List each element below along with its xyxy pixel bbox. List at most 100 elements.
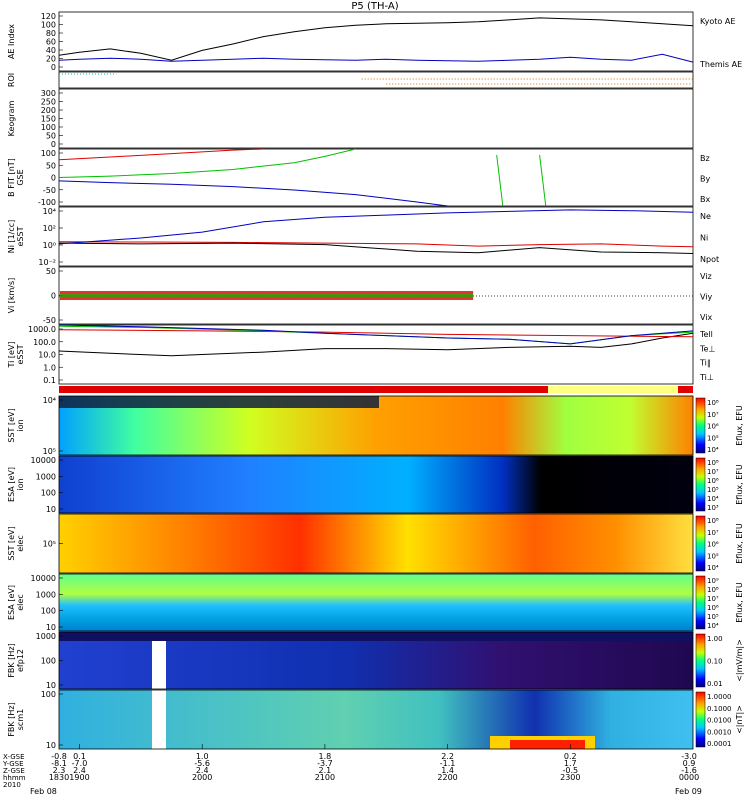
ytick-ispec_sst: 10⁵ — [43, 447, 56, 456]
ylabel-espec_sst: SST [eV] — [7, 526, 16, 560]
ytick-ispec_sst: 10⁴ — [43, 396, 56, 405]
zlabel-espec_sst: Eflux, EFU — [735, 523, 744, 564]
ztick-fbk_b: 0.0010 — [707, 728, 732, 736]
ztick-fbk_e: 0.10 — [707, 658, 723, 666]
ylabel2-espec_sst: elec — [16, 535, 25, 551]
xstart-xgse: -0.8 — [51, 752, 67, 761]
panel-frame-espec_esa — [58, 573, 694, 632]
ytick-density: 10⁻² — [38, 258, 56, 267]
ytick-espec_esa: 10 — [46, 623, 56, 632]
legend-bfield: By — [700, 175, 710, 184]
xtick-zgse: -0.5 — [562, 766, 578, 775]
ytick-bfield: 0 — [51, 174, 56, 183]
ytick-bfield: -50 — [43, 186, 56, 195]
xend-zgse: -1.6 — [681, 766, 697, 775]
series-density-Npot — [58, 209, 694, 245]
electron-sst-spectrogram — [59, 514, 693, 573]
ztick-fbk_b: 0.0100 — [707, 717, 732, 725]
fbk-efield-topband — [59, 632, 693, 641]
ion-sst-topband — [59, 396, 379, 408]
ztick-ispec_esa: 10⁶ — [707, 477, 719, 485]
ytick-keogram: 50 — [46, 132, 56, 141]
ylabel-velocity: Vi [km/s] — [7, 278, 16, 314]
fbk-scm-datagap — [152, 690, 166, 749]
xtick-ygse: -3.7 — [317, 759, 333, 768]
ytick-velocity: -50 — [43, 316, 56, 325]
ztick-espec_esa: 10⁹ — [707, 577, 719, 585]
xtick-zgse: 2.1 — [319, 766, 332, 775]
ytick-density: 10⁰ — [43, 241, 56, 250]
zlabel-fbk_b: <|nT|> — [735, 705, 744, 734]
panel-frame-density — [58, 206, 694, 267]
ztick-ispec_esa: 10⁷ — [707, 468, 719, 476]
xrow-label: hhmm — [3, 774, 26, 782]
ztick-ispec_sst: 10⁸ — [707, 399, 719, 407]
plot-title: P5 (TH-A) — [351, 1, 398, 12]
legend-density: Ne — [700, 212, 711, 221]
colorbar-espec_sst — [695, 515, 706, 572]
ytick-keogram: 100 — [41, 123, 56, 132]
mode-bar — [59, 386, 693, 393]
ytick-keogram: 0 — [51, 140, 56, 149]
series-density-Ni — [58, 242, 694, 254]
ytick-espec_sst: 10⁵ — [43, 540, 56, 549]
panel-frame-ae — [58, 11, 694, 72]
colorbar-ispec_esa — [695, 457, 706, 512]
ytick-ispec_esa: 1000 — [36, 472, 56, 481]
fbk-efield-datagap — [152, 632, 166, 689]
ztick-espec_esa: 10⁴ — [707, 622, 719, 630]
ylabel2-espec_esa: elec — [16, 594, 25, 610]
ytick-keogram: 300 — [41, 89, 56, 98]
ytick-keogram: 200 — [41, 106, 56, 115]
roi-band — [59, 72, 693, 88]
xend-hhmm: 0000 — [679, 773, 699, 782]
zlabel-ispec_esa: Eflux, EFU — [735, 464, 744, 505]
ztick-espec_esa: 10⁷ — [707, 595, 719, 603]
panel-frame-roi — [58, 71, 694, 89]
xrow-label: Y-GSE — [2, 760, 24, 768]
ylabel-roi: ROI — [7, 73, 16, 87]
ytick-fbk_e: 1000 — [36, 632, 56, 641]
legend-bfield: Bz — [700, 154, 710, 163]
mode-bar-fast — [548, 386, 678, 393]
ylabel2-ispec_esa: ion — [16, 478, 25, 490]
xstart-ygse: -8.1 — [51, 759, 67, 768]
ylabel-fbk_e: FBK [Hz] — [7, 643, 16, 677]
ytick-temp: 100.0 — [33, 338, 56, 347]
ytick-ae: 80 — [46, 29, 56, 38]
ytick-bfield: -100 — [38, 198, 56, 207]
ztick-ispec_esa: 10⁴ — [707, 495, 719, 503]
panel-frame-temp — [58, 324, 694, 385]
fbk-scm-bottom-event-core — [510, 740, 585, 749]
ytick-ispec_esa: 10000 — [31, 456, 56, 465]
x-date-end: Feb 09 — [675, 787, 702, 796]
ztick-ispec_esa: 10³ — [707, 504, 719, 512]
ytick-ae: 120 — [41, 12, 56, 21]
ylabel2-fbk_b: scm1 — [16, 709, 25, 730]
xtick-zgse: 2.4 — [73, 766, 86, 775]
ytick-ae: 0 — [51, 63, 56, 72]
legend-ae: Kyoto AE — [700, 17, 735, 26]
zlabel-espec_esa: Eflux, EFU — [735, 582, 744, 623]
panel-frame-fbk_b — [58, 689, 694, 750]
series-bfield-Bz — [58, 148, 264, 161]
legend-velocity: Vix — [700, 313, 713, 322]
velocity-data-band-green — [60, 294, 474, 297]
spectrogram-fills — [59, 72, 693, 749]
xtick-ygse: 1.7 — [564, 759, 577, 768]
ztick-espec_sst: 10⁷ — [707, 529, 719, 537]
ylabel2-fbk_e: efp12 — [16, 649, 25, 672]
xstart-zgse: 2.3 — [53, 766, 66, 775]
ylabel-ispec_sst: SST [eV] — [7, 408, 16, 442]
xstart-hhmm: 1830 — [49, 773, 69, 782]
ztick-espec_esa: 10⁶ — [707, 604, 719, 612]
series-ae-Kyoto AE — [58, 17, 694, 61]
ytick-bfield: 50 — [46, 161, 56, 170]
legend-density: Ni — [700, 234, 708, 243]
series-bfield-By — [58, 148, 356, 178]
xrow-label: 2010 — [3, 781, 21, 789]
xtick-hhmm: 2200 — [437, 773, 457, 782]
series-temp-Ti⊥ — [58, 324, 694, 345]
ylabel-density: Ni [1/cc] — [7, 220, 16, 254]
ztick-fbk_b: 0.1000 — [707, 705, 732, 713]
